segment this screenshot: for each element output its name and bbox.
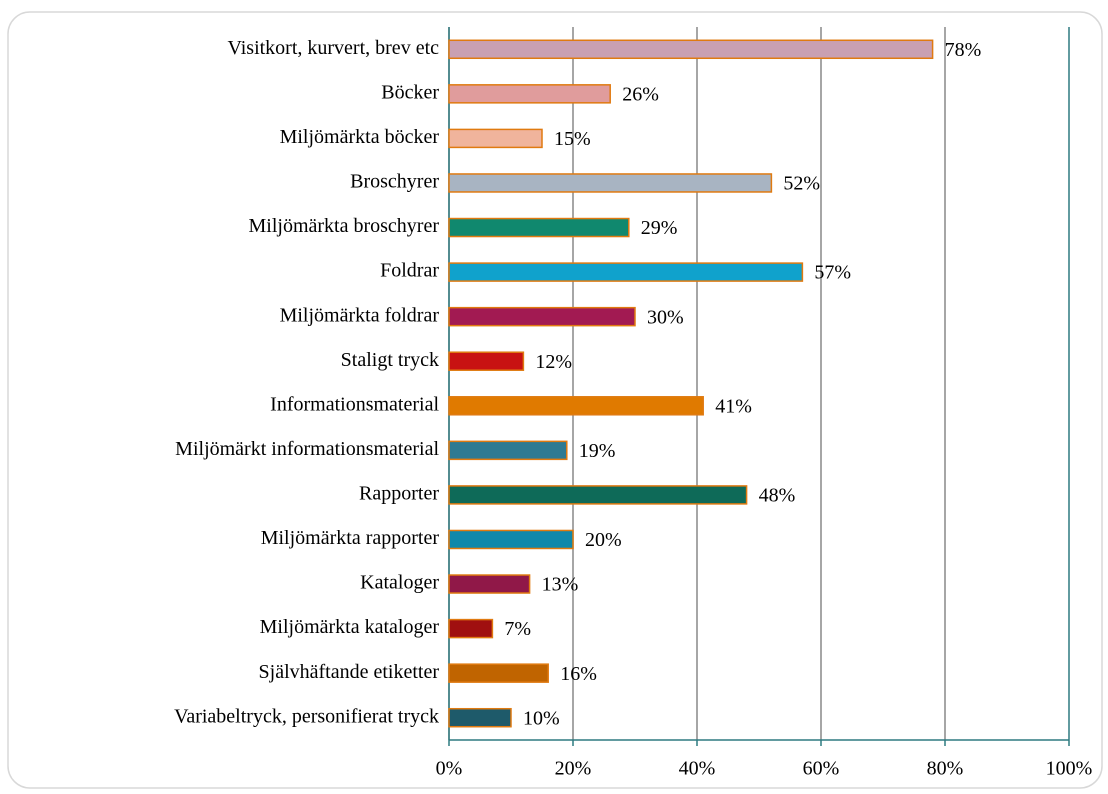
bar [448, 663, 549, 683]
bar [448, 217, 630, 238]
y-tick-label: Broschyrer [350, 171, 439, 193]
data-label: 29% [641, 217, 678, 239]
data-label: 26% [622, 83, 659, 105]
data-label: 10% [523, 707, 560, 729]
y-tick-label: Miljömärkt informationsmaterial [175, 438, 439, 460]
data-label: 16% [560, 663, 597, 685]
data-label: 13% [542, 574, 579, 596]
data-label: 78% [945, 39, 982, 61]
x-tick-label: 40% [679, 758, 716, 780]
y-tick-label: Kataloger [360, 572, 439, 594]
y-tick-label: Böcker [381, 81, 439, 103]
data-label: 7% [504, 618, 531, 640]
bar [448, 396, 704, 416]
bar [448, 39, 934, 60]
x-tick-label: 20% [555, 758, 592, 780]
x-tick-label: 0% [436, 758, 463, 780]
y-tick-label: Miljömärkta rapporter [261, 527, 440, 549]
y-tick-label: Miljömärkta foldrar [280, 304, 440, 326]
bar [448, 707, 512, 728]
data-label: 12% [535, 351, 572, 373]
x-tick-label: 80% [927, 758, 964, 780]
y-tick-label: Rapporter [359, 483, 439, 505]
y-tick-label: Miljömärkta kataloger [260, 616, 440, 638]
data-label: 20% [585, 529, 622, 551]
bar [448, 618, 494, 639]
bar [448, 262, 804, 282]
y-tick-label: Självhäftande etiketter [259, 661, 440, 683]
bar [448, 574, 531, 594]
y-tick-label: Miljömärkta böcker [280, 126, 440, 148]
data-label: 48% [759, 485, 796, 507]
y-tick-label: Informationsmaterial [270, 393, 439, 415]
y-tick-label: Visitkort, kurvert, brev etc [227, 37, 439, 59]
x-tick-label: 60% [803, 758, 840, 780]
bar [448, 351, 525, 371]
bar [448, 173, 773, 193]
bar [448, 440, 568, 461]
x-tick-label: 100% [1046, 758, 1093, 780]
y-tick-label: Variabeltryck, personifierat tryck [174, 705, 439, 727]
data-label: 52% [783, 173, 820, 195]
bar [448, 485, 748, 505]
bar [448, 306, 636, 327]
y-tick-label: Foldrar [380, 260, 439, 282]
bar [448, 128, 543, 149]
data-label: 41% [715, 395, 752, 417]
y-tick-label: Staligt tryck [341, 349, 439, 371]
data-label: 30% [647, 306, 684, 328]
y-tick-label: Miljömärkta broschyrer [249, 215, 440, 237]
data-label: 19% [579, 440, 616, 462]
data-label: 57% [814, 262, 851, 284]
bar [448, 529, 574, 550]
bar [448, 84, 611, 104]
data-label: 15% [554, 128, 591, 150]
